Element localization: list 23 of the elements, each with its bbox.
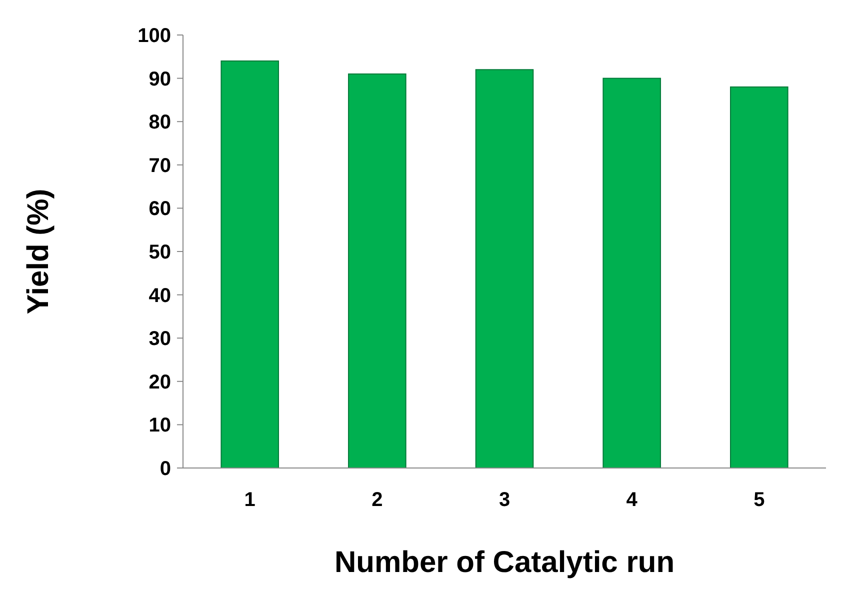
x-axis-title: Number of Catalytic run	[334, 546, 675, 579]
y-tick-label: 20	[148, 371, 171, 394]
y-tick-label: 80	[148, 112, 171, 134]
x-tick-label: 3	[498, 489, 510, 511]
y-tick-label: 90	[148, 68, 171, 90]
y-tick-label: 0	[160, 458, 171, 480]
y-tick-label: 40	[148, 284, 171, 307]
x-tick-label: 1	[244, 489, 256, 511]
x-tick-label: 5	[754, 489, 765, 511]
bar	[602, 78, 661, 468]
y-tick-label: 10	[148, 414, 171, 437]
bar	[730, 86, 788, 468]
x-tick-label: 2	[372, 489, 383, 511]
y-tick-label: 70	[148, 154, 171, 177]
bar	[348, 73, 406, 468]
bar	[475, 69, 534, 468]
y-tick-label: 60	[148, 198, 171, 220]
y-tick-label: 100	[138, 25, 171, 47]
x-tick-label: 4	[626, 489, 638, 511]
y-tick-label: 50	[148, 242, 171, 264]
y-tick-label: 30	[148, 328, 171, 350]
bar	[220, 60, 279, 468]
y-axis-title: Yield (%)	[22, 188, 55, 314]
